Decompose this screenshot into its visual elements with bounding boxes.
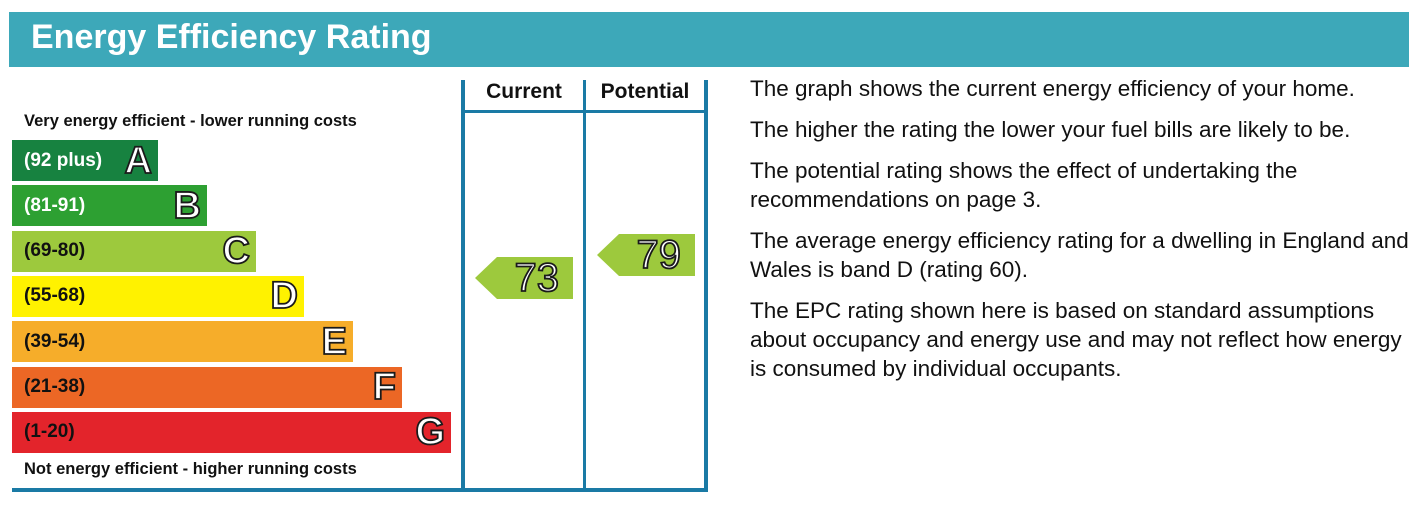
- frame-right-line: [704, 80, 708, 492]
- potential-rating-value: 79: [636, 232, 682, 277]
- band-range-label: (81-91): [24, 194, 86, 216]
- band-a: (92 plus) A: [12, 140, 158, 181]
- band-letter-label: D: [270, 275, 299, 318]
- band-range-label: (55-68): [24, 285, 86, 307]
- frame-bottom-line: [12, 488, 708, 492]
- potential-rating-arrow: 79: [597, 232, 695, 277]
- description-paragraph: The higher the rating the lower your fue…: [750, 117, 1351, 142]
- description-paragraph: The EPC rating shown here is based on st…: [750, 298, 1402, 381]
- band-d: (55-68) D: [12, 275, 304, 318]
- band-letter-label: C: [222, 230, 251, 273]
- band-c: (69-80) C: [12, 230, 256, 273]
- potential-column-header: Potential: [600, 80, 690, 103]
- description-paragraph: The average energy efficiency rating for…: [750, 228, 1409, 282]
- current-rating-arrow: 73: [475, 255, 573, 300]
- top-caption: Very energy efficient - lower running co…: [24, 112, 357, 130]
- band-range-label: (69-80): [24, 240, 86, 262]
- frame-header-line: [461, 110, 708, 113]
- band-letter-label: E: [321, 320, 348, 363]
- current-column-header: Current: [486, 80, 562, 103]
- page-title: Energy Efficiency Rating: [31, 18, 432, 56]
- band-g: (1-20) G: [12, 411, 451, 454]
- description-paragraph: The graph shows the current energy effic…: [750, 76, 1355, 101]
- band-range-label: (92 plus): [24, 149, 103, 171]
- band-letter-label: B: [173, 184, 202, 227]
- bottom-caption: Not energy efficient - higher running co…: [24, 460, 357, 478]
- band-range-label: (39-54): [24, 330, 86, 352]
- band-range-label: (1-20): [24, 421, 75, 443]
- current-rating-value: 73: [514, 255, 560, 300]
- band-range-label: (21-38): [24, 376, 86, 397]
- header-bar: Energy Efficiency Rating: [9, 12, 1409, 67]
- description: The graph shows the current energy effic…: [750, 74, 1410, 395]
- band-f: (21-38) F: [12, 366, 402, 408]
- description-paragraph: The potential rating shows the effect of…: [750, 158, 1298, 212]
- band-letter-label: F: [372, 366, 397, 408]
- band-e: (39-54) E: [12, 320, 353, 363]
- band-letter-label: A: [124, 139, 153, 182]
- frame-middle-line: [583, 80, 586, 492]
- frame-left-line: [461, 80, 465, 492]
- band-letter-label: G: [415, 411, 446, 454]
- band-b: (81-91) B: [12, 184, 207, 227]
